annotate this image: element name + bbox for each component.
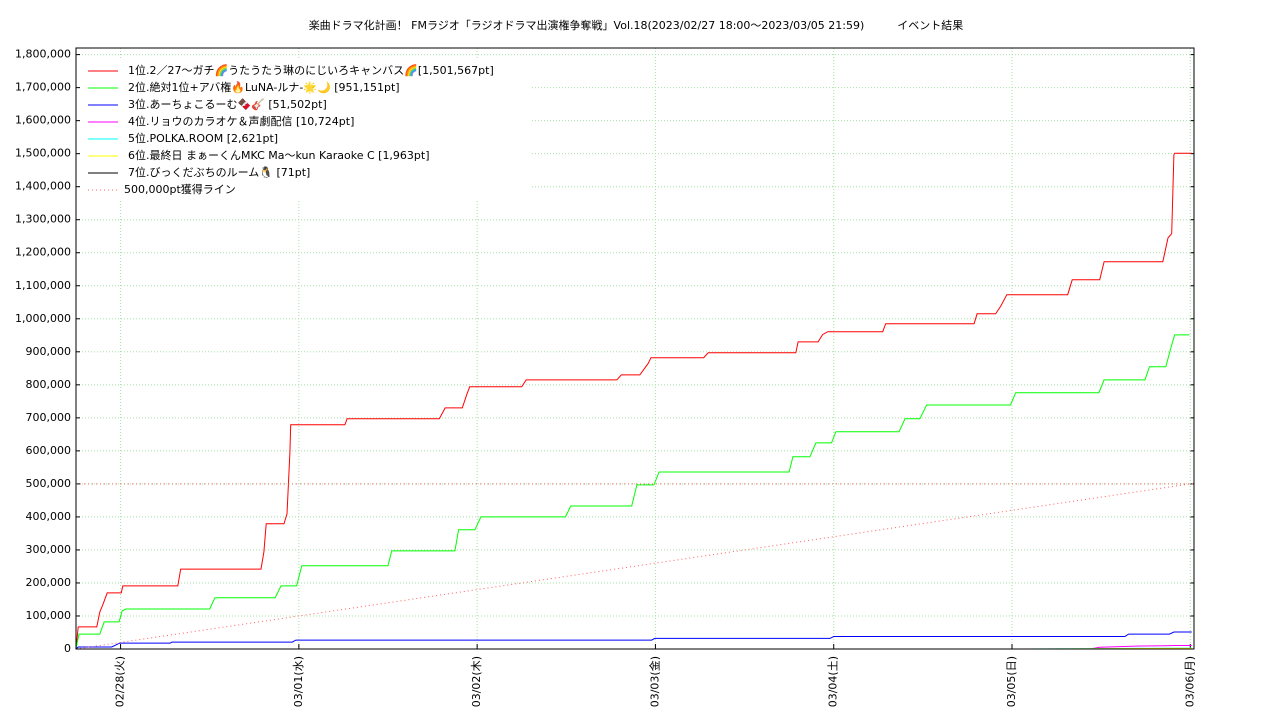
series-line [75, 483, 1194, 650]
y-tick-label: 1,100,000 [15, 279, 71, 292]
y-tick-label: 100,000 [26, 609, 72, 622]
y-tick-label: 1,200,000 [15, 246, 71, 259]
chart-title: 楽曲ドラマ化計画！ FMラジオ「ラジオドラマ出演権争奪戦」Vol.18(2023… [309, 18, 964, 32]
legend-label: 2位.絶対1位+アバ権🔥LuNA-ルナ-🌟🌙 [951,151pt] [128, 80, 400, 94]
y-tick-label: 500,000 [26, 477, 72, 490]
y-tick-label: 1,300,000 [15, 213, 71, 226]
legend-label: 3位.あーちょこるーむ🍫🎸 [51,502pt] [128, 97, 327, 111]
x-tick-label: 03/01(水) [292, 656, 305, 707]
y-tick-label: 300,000 [26, 543, 72, 556]
y-tick-label: 200,000 [26, 576, 72, 589]
y-tick-label: 0 [64, 642, 71, 655]
legend-label: 1位.2／27～ガチ🌈うたうたう琳のにじいろキャンバス🌈[1,501,567pt… [128, 63, 494, 77]
y-tick-label: 800,000 [26, 378, 72, 391]
y-tick-label: 900,000 [26, 345, 72, 358]
y-tick-label: 600,000 [26, 444, 72, 457]
x-tick-label: 02/28(火) [114, 656, 127, 707]
legend-label: 7位.びっくだぶちのルーム🐧 [71pt] [128, 165, 310, 179]
y-tick-label: 400,000 [26, 510, 72, 523]
series-line [75, 631, 1192, 650]
x-tick-label: 03/06(月) [1183, 656, 1196, 707]
series-line [1089, 645, 1192, 650]
y-tick-label: 1,500,000 [15, 147, 71, 160]
series-line [75, 152, 1192, 650]
x-tick-label: 03/04(土) [827, 656, 840, 707]
y-tick-label: 1,400,000 [15, 180, 71, 193]
x-tick-label: 03/03(金) [647, 656, 661, 707]
plot-lines [75, 152, 1194, 650]
y-tick-label: 1,000,000 [15, 312, 71, 325]
x-tick-label: 03/02(木) [470, 656, 483, 707]
x-tick-label: 03/05(日) [1005, 656, 1018, 707]
legend-label: 6位.最終日 まぁーくんMKC Ma〜kun Karaoke C [1,963p… [128, 148, 430, 162]
legend-label: 5位.POLKA.ROOM [2,621pt] [128, 131, 278, 145]
legend-label: 500,000pt獲得ライン [124, 183, 236, 196]
legend: 1位.2／27～ガチ🌈うたうたう琳のにじいろキャンバス🌈[1,501,567pt… [80, 58, 530, 200]
plot-frame [75, 47, 1195, 650]
y-tick-label: 1,600,000 [15, 114, 71, 127]
y-tick-label: 1,800,000 [15, 48, 71, 61]
y-tick-label: 1,700,000 [15, 81, 71, 94]
legend-label: 4位.リョウのカラオケ＆声劇配信 [10,724pt] [128, 114, 354, 128]
series-line [75, 334, 1190, 650]
y-tick-label: 700,000 [26, 411, 72, 424]
legend-box [80, 58, 530, 200]
